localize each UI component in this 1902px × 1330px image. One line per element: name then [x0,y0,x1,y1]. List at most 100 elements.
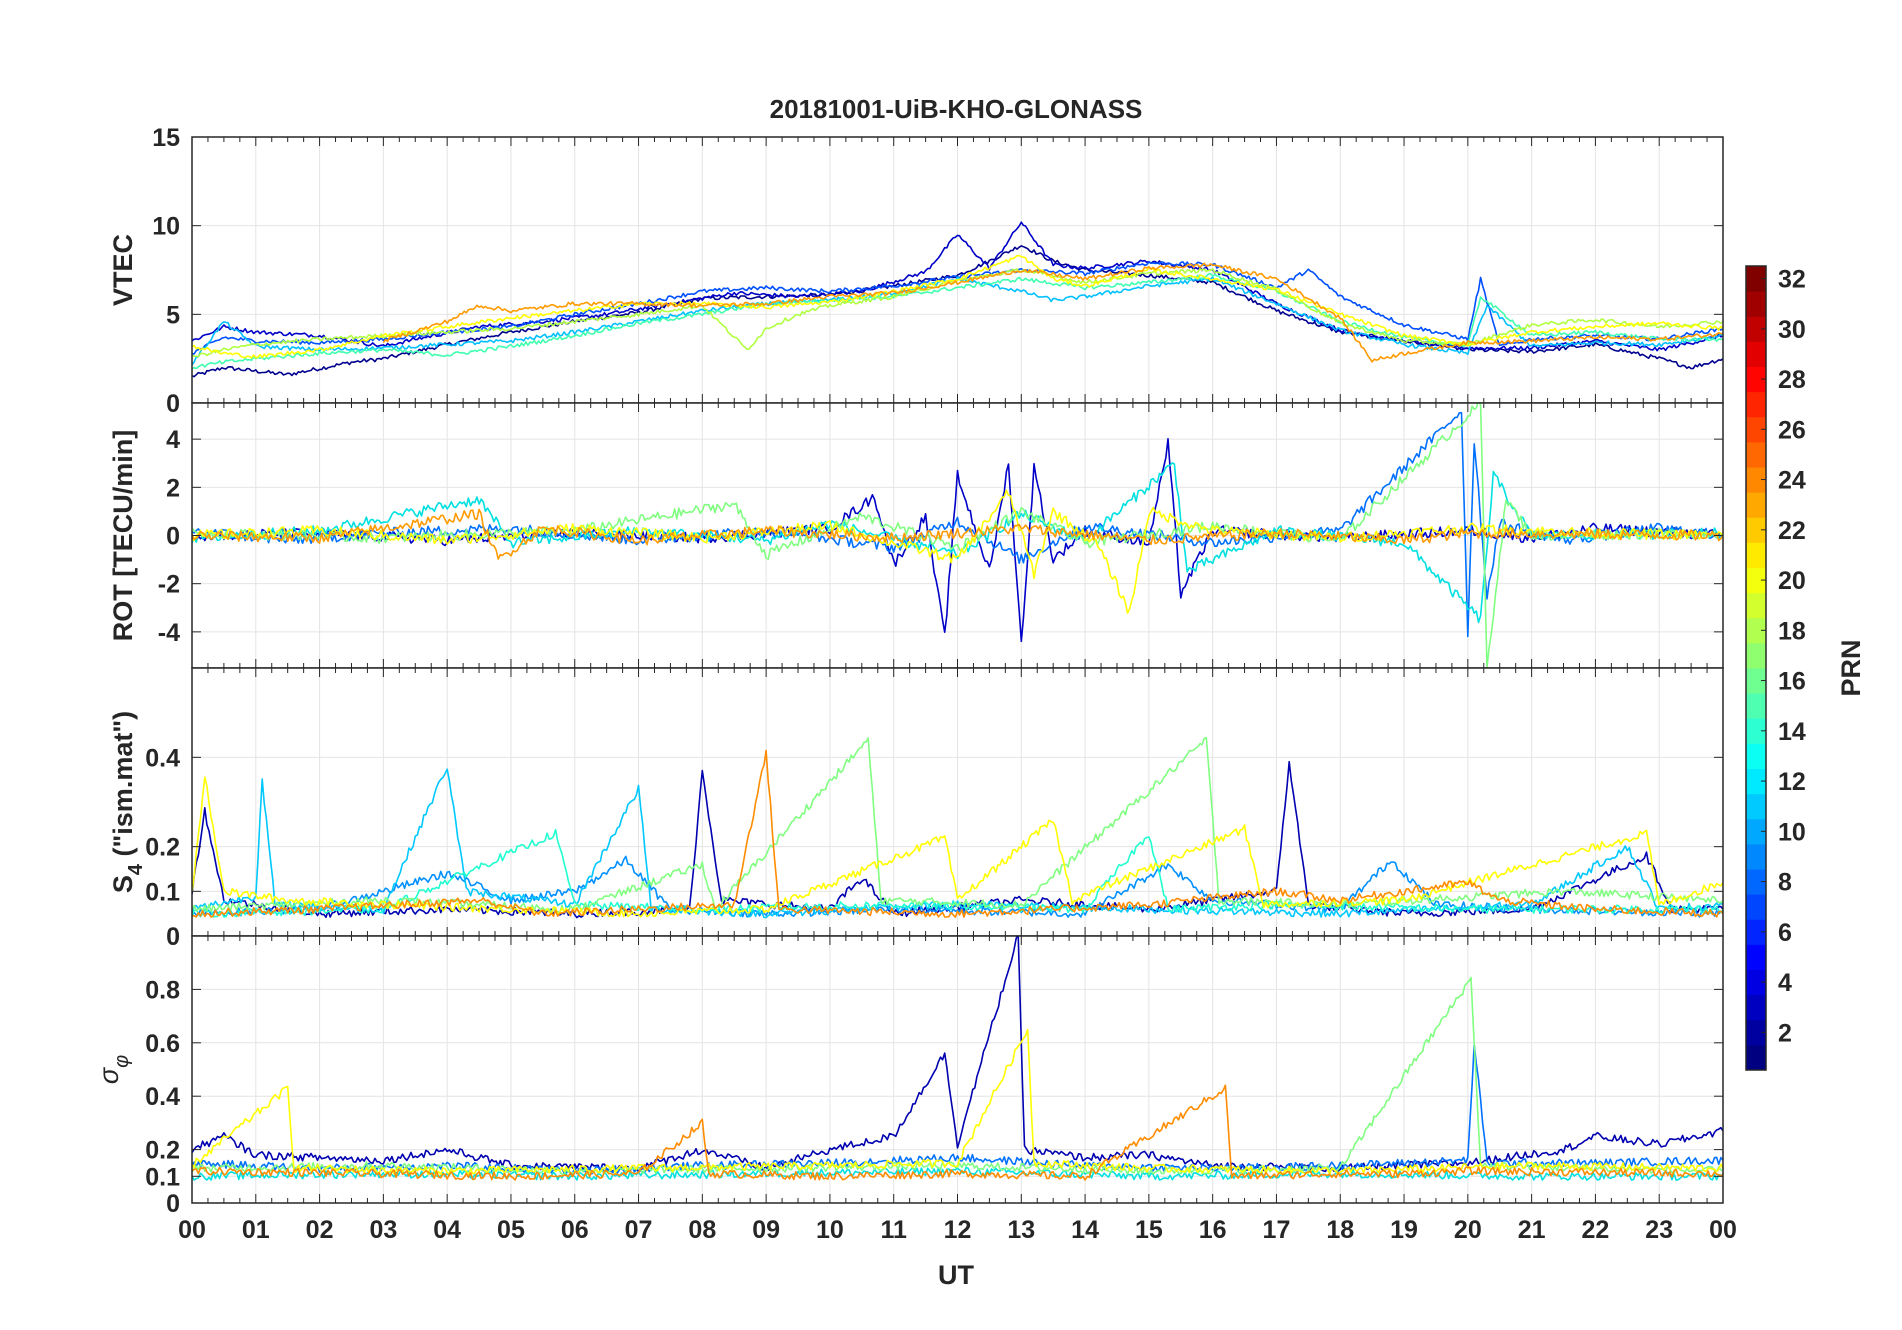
series-line-prn-23 [192,1084,1723,1181]
y-tick-label: 0 [166,390,180,418]
series-line-prn-12 [192,276,1723,366]
x-tick-label: 13 [1007,1216,1035,1244]
series-line-prn-20 [192,1028,1723,1176]
colorbar-tick-label: 2 [1778,1019,1792,1047]
chart-title: 20181001-UiB-KHO-GLONASS [770,94,1143,124]
colorbar-band [1746,919,1766,945]
series-line-prn-20 [192,254,1723,359]
colorbar-band [1746,944,1766,970]
colorbar-tick-label: 10 [1778,818,1806,846]
y-axis-label: S4 ("ism.mat") [108,711,147,893]
colorbar-band [1746,969,1766,996]
colorbar-band [1746,542,1766,568]
colorbar-tick-label: 32 [1778,266,1806,294]
y-axis-label: ROT [TECU/min] [108,430,138,641]
series-group [192,736,1723,919]
series-line-prn-23 [192,508,1723,560]
colorbar-band [1746,743,1766,769]
series-line-prn-17 [192,976,1723,1176]
colorbar-band [1746,517,1766,543]
y-tick-label: 0.1 [145,1163,180,1191]
x-tick-label: 20 [1454,1216,1482,1244]
y-tick-label: 0.4 [145,744,180,772]
y-tick-label: 0 [166,523,180,551]
colorbar-band [1746,869,1766,895]
colorbar-band [1746,818,1766,845]
x-tick-label: 09 [752,1216,780,1244]
colorbar-band [1746,316,1766,342]
x-tick-label: 07 [625,1216,653,1244]
x-tick-label: 00 [1709,1216,1737,1244]
series-line-prn-13 [192,462,1723,624]
panel-s4: 00.10.20.4S4 ("ism.mat") [108,667,1724,951]
y-tick-label: 0.4 [145,1083,180,1111]
colorbar-band [1746,1044,1766,1071]
y-tick-label: 15 [152,124,180,152]
colorbar-band [1746,391,1766,418]
y-axis-label-main: σ [94,1066,124,1084]
minor-ticks [191,668,1724,936]
x-tick-label: 06 [561,1216,589,1244]
x-tick-label: 03 [369,1216,397,1244]
colorbar-tick-label: 26 [1778,416,1806,444]
series-line-prn-8 [192,411,1723,638]
x-tick-label: 14 [1071,1216,1099,1244]
x-tick-label: 08 [688,1216,716,1244]
y-tick-label: 4 [166,426,180,454]
colorbar-band [1746,341,1766,367]
y-axis-label-rest: ("ism.mat") [108,711,138,864]
y-axis-label-sub: 4 [125,863,147,875]
series-line-prn-23 [192,749,1723,918]
panel-rot: -4 -2 0 2 4 ROT [TECU/min] [108,402,1724,669]
colorbar-tick-label: 6 [1778,919,1792,947]
colorbar-tick-label: 14 [1778,718,1806,746]
colorbar-band [1746,994,1766,1021]
series-group [192,403,1723,668]
colorbar-band [1746,366,1766,393]
x-tick-label: 05 [497,1216,525,1244]
x-tick-label: 16 [1199,1216,1227,1244]
series-line-prn-12 [192,768,1723,919]
colorbar-band [1746,492,1766,518]
x-tick-label: 02 [306,1216,334,1244]
minor-ticks [191,936,1724,1203]
x-tick-labels: 00 01 02 03 04 05 06 07 08 09 10 11 12 13 14 15 16 17 18 19… [178,1216,1737,1244]
y-axis-label: VTEC [108,234,138,306]
colorbar-band [1746,642,1766,669]
series-line-prn-8 [192,1043,1723,1176]
colorbar-band [1746,768,1766,795]
series-group [192,936,1723,1181]
colorbar-band [1746,592,1766,619]
x-tick-label: 23 [1645,1216,1673,1244]
colorbar-bands [1746,266,1766,1071]
colorbar-tick-label: 8 [1778,869,1792,897]
x-tick-label: 12 [944,1216,972,1244]
colorbar-tick-label: 12 [1778,768,1806,796]
colorbar-band [1746,843,1766,870]
colorbar-band [1746,693,1766,719]
colorbar-label: PRN [1836,639,1866,696]
panel-frame [191,935,1724,1204]
colorbar-band [1746,266,1766,292]
x-tick-label: 18 [1326,1216,1354,1244]
y-tick-label: 10 [152,213,180,241]
x-tick-label: 11 [880,1216,907,1244]
y-axis-label-main: S [108,875,138,893]
colorbar-band [1746,1019,1766,1046]
y-tick-label: 0.2 [145,834,180,862]
colorbar-band [1746,291,1766,317]
x-tick-label: 00 [178,1216,206,1244]
colorbar-band [1746,467,1766,493]
panel-sigma_phi: 00.10.2 0.4 0.6 0.8 σφ [94,935,1724,1218]
y-tick-label: 5 [166,301,180,329]
y-tick-label: 0 [166,923,180,951]
x-axis-label: UT [938,1260,974,1290]
y-tick-label: 0 [166,1190,180,1218]
colorbar-band [1746,416,1766,443]
y-tick-label: -2 [158,571,180,599]
series-line-prn-23 [382,262,1723,363]
y-axis-label-sub: φ [111,1055,133,1068]
